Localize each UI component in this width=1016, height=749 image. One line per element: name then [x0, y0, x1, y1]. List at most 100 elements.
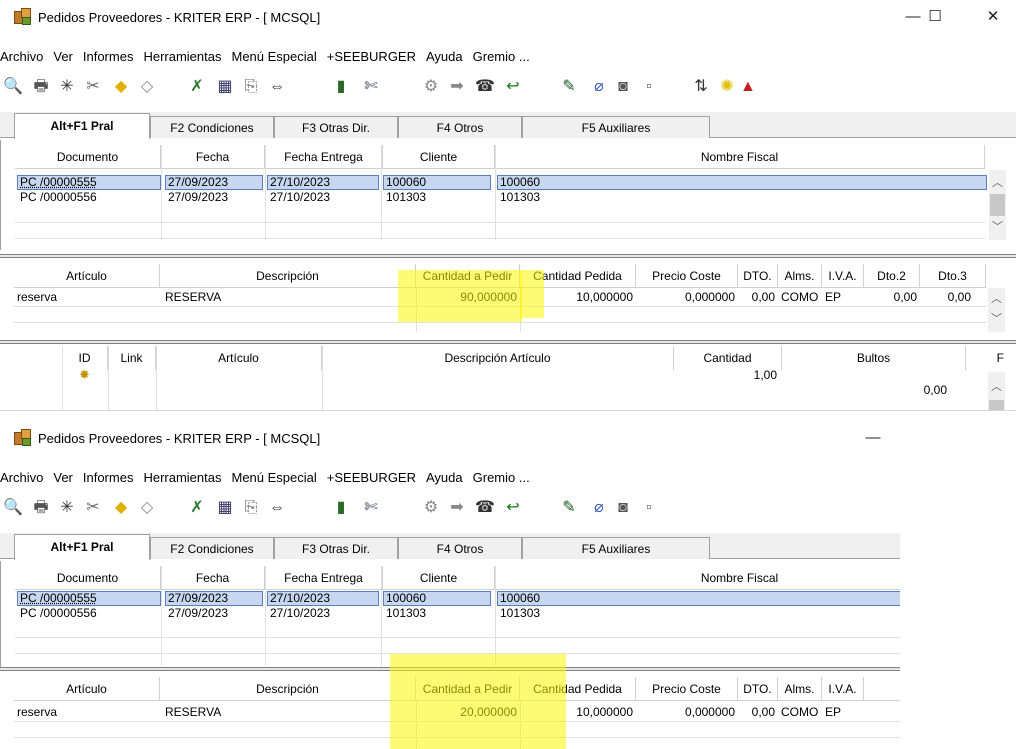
cut-icon[interactable]: ✄: [364, 499, 378, 516]
warning-icon[interactable]: ◆: [114, 499, 128, 516]
arrow-right-icon[interactable]: ➡: [450, 499, 464, 516]
tab-condiciones[interactable]: F2 Condiciones: [150, 537, 274, 559]
scroll-down-icon[interactable]: ﹀: [991, 313, 1002, 325]
menu-especial[interactable]: Menú Especial: [231, 48, 317, 64]
col-fecha[interactable]: Fecha: [161, 566, 265, 590]
splitter[interactable]: [0, 667, 900, 671]
menu-informes[interactable]: Informes: [82, 48, 134, 64]
preview-icon[interactable]: 🔍: [3, 78, 23, 95]
menu-herramientas[interactable]: Herramientas: [143, 48, 222, 64]
menu-especial[interactable]: Menú Especial: [231, 469, 317, 485]
col-id[interactable]: ID: [62, 346, 108, 370]
print-icon[interactable]: 🖶: [33, 78, 49, 95]
undo-icon[interactable]: ↩: [506, 78, 520, 95]
diamond-icon[interactable]: ◇: [140, 499, 154, 516]
splitter[interactable]: [0, 340, 1016, 344]
chart-icon[interactable]: ✗: [190, 499, 204, 516]
col-documento[interactable]: Documento: [15, 145, 161, 169]
minimize-button[interactable]: —: [905, 8, 921, 25]
menu-seeburger[interactable]: +SEEBURGER: [326, 469, 416, 485]
minimize-button[interactable]: —: [865, 429, 881, 446]
col-cliente[interactable]: Cliente: [383, 566, 495, 590]
copy-icon[interactable]: ⎘: [244, 499, 258, 516]
scroll-up-icon[interactable]: ︿: [992, 177, 1003, 189]
arrow-right-icon[interactable]: ➡: [450, 78, 464, 95]
diamond-icon[interactable]: ◇: [140, 78, 154, 95]
tab-otras-dir[interactable]: F3 Otras Dir.: [274, 537, 398, 559]
menu-informes[interactable]: Informes: [82, 469, 134, 485]
phone-icon[interactable]: ☎: [475, 499, 495, 516]
menu-archivo[interactable]: Archivo: [0, 48, 44, 64]
split-icon[interactable]: ⇔: [269, 78, 285, 95]
tab-otras-dir[interactable]: F3 Otras Dir.: [274, 116, 398, 138]
col-articulo[interactable]: Artículo: [156, 346, 322, 370]
menu-ver[interactable]: Ver: [53, 469, 73, 485]
warning-icon[interactable]: ◆: [114, 78, 128, 95]
details-row[interactable]: ✸ 1,00 0,00: [0, 368, 1000, 397]
camera-icon[interactable]: ◙: [618, 499, 628, 516]
exit-icon[interactable]: ▲: [740, 78, 756, 95]
menu-gremio[interactable]: Gremio ...: [472, 48, 530, 64]
col-iva[interactable]: I.V.A.: [822, 264, 864, 288]
scroll-down-icon[interactable]: ﹀: [992, 221, 1003, 233]
col-alms[interactable]: Alms.: [778, 677, 822, 701]
col-cantidad-pedida[interactable]: Cantidad Pedida: [520, 264, 636, 288]
col-cantidad[interactable]: Cantidad: [674, 346, 782, 370]
print-icon[interactable]: 🖶: [33, 499, 49, 516]
clip-icon[interactable]: ⌀: [594, 499, 604, 516]
tools-icon[interactable]: ✂: [86, 499, 100, 516]
order-row[interactable]: PC /00000556 27/09/2023 27/10/2023 10130…: [1, 190, 991, 205]
col-descripcion[interactable]: Descripción: [160, 677, 416, 701]
col-iva[interactable]: I.V.A.: [822, 677, 864, 701]
star-icon[interactable]: ✳: [60, 499, 74, 516]
chart-icon[interactable]: ✗: [190, 78, 204, 95]
details-scrollbar[interactable]: ︿: [988, 372, 1005, 410]
undo-icon[interactable]: ↩: [506, 499, 520, 516]
tab-pral[interactable]: Alt+F1 Pral: [14, 113, 150, 139]
col-descripcion[interactable]: Descripción: [160, 264, 416, 288]
col-fecha-entrega[interactable]: Fecha Entrega: [265, 566, 383, 590]
menu-seeburger[interactable]: +SEEBURGER: [326, 48, 416, 64]
col-articulo[interactable]: Artículo: [14, 264, 160, 288]
splitter[interactable]: [0, 254, 1016, 258]
tab-pral[interactable]: Alt+F1 Pral: [14, 534, 150, 560]
cell-cantidad-pedir[interactable]: 90,000000: [460, 290, 517, 304]
col-dto[interactable]: DTO.: [738, 677, 778, 701]
lines-scrollbar[interactable]: ︿ ﹀: [988, 288, 1005, 332]
preview-icon[interactable]: 🔍: [3, 499, 23, 516]
col-f[interactable]: F: [996, 351, 1004, 365]
menu-ayuda[interactable]: Ayuda: [426, 469, 463, 485]
bottle-icon[interactable]: ▮: [336, 78, 346, 95]
scroll-thumb[interactable]: [989, 400, 1004, 410]
order-row-selected[interactable]: PC /00000555 27/09/2023 27/10/2023 10006…: [1, 591, 900, 606]
menu-ver[interactable]: Ver: [53, 48, 73, 64]
order-row[interactable]: PC /00000556 27/09/2023 27/10/2023 10130…: [1, 606, 900, 621]
scroll-thumb[interactable]: [990, 194, 1005, 216]
line-row[interactable]: reserva RESERVA 90,000000 10,000000 0,00…: [0, 290, 990, 305]
col-cliente[interactable]: Cliente: [383, 145, 495, 169]
pen-icon[interactable]: ✎: [562, 78, 576, 95]
star-icon[interactable]: ✳: [60, 78, 74, 95]
calculator-icon[interactable]: ▦: [217, 78, 233, 95]
tab-auxiliares[interactable]: F5 Auxiliares: [522, 116, 710, 138]
col-nombre-fiscal[interactable]: Nombre Fiscal: [495, 145, 985, 169]
menu-gremio[interactable]: Gremio ...: [472, 469, 530, 485]
cut-icon[interactable]: ✄: [364, 78, 378, 95]
col-nombre-fiscal[interactable]: Nombre Fiscal: [495, 566, 900, 590]
tab-otros[interactable]: F4 Otros: [398, 116, 522, 138]
gear-icon[interactable]: ⚙: [423, 78, 439, 95]
col-fecha-entrega[interactable]: Fecha Entrega: [265, 145, 383, 169]
calculator-icon[interactable]: ▦: [217, 499, 233, 516]
col-cantidad-pedir[interactable]: Cantidad a Pedir: [416, 264, 520, 288]
col-bultos[interactable]: Bultos: [782, 346, 966, 370]
camera-icon[interactable]: ◙: [618, 78, 628, 95]
col-dto3[interactable]: Dto.3: [920, 264, 986, 288]
col-documento[interactable]: Documento: [15, 566, 161, 590]
menu-archivo[interactable]: Archivo: [0, 469, 44, 485]
col-precio-coste[interactable]: Precio Coste: [636, 264, 738, 288]
maximize-button[interactable]: ☐: [928, 8, 942, 25]
cell-cantidad-pedir[interactable]: 20,000000: [460, 705, 517, 719]
tab-otros[interactable]: F4 Otros: [398, 537, 522, 559]
col-dto2[interactable]: Dto.2: [864, 264, 920, 288]
phone-icon[interactable]: ☎: [475, 78, 495, 95]
